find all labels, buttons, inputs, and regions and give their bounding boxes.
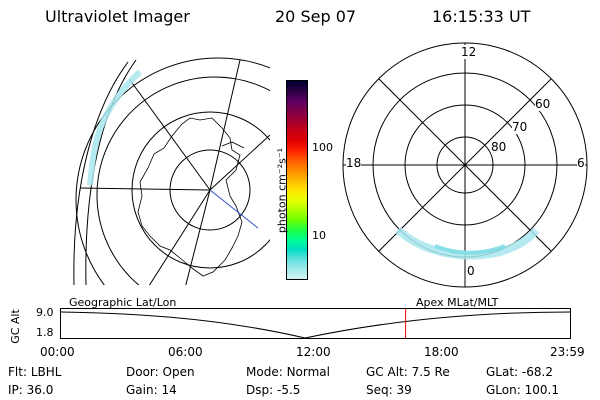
timeline-x-tick-3: 18:00: [424, 345, 459, 359]
stat-glat: GLat: -68.2: [486, 365, 553, 379]
timeline-y-tick-max: 9.0: [36, 306, 54, 319]
mlt-label-18: 18: [346, 156, 362, 170]
timeline-x-tick-4: 23:59: [550, 345, 585, 359]
stat-gain: Gain: 14: [126, 383, 177, 397]
timeline-y-tick-min: 1.8: [36, 326, 54, 339]
lat-label-70: 70: [512, 120, 528, 134]
mlt-label-0: 0: [467, 264, 475, 278]
date-label: 20 Sep 07: [275, 7, 357, 26]
stat-gc-alt: GC Alt: 7.5 Re: [366, 365, 450, 379]
magnetic-polar-plot: [342, 42, 588, 288]
lat-label-60: 60: [535, 97, 551, 111]
timeline-y-label: GC Alt: [8, 309, 22, 344]
timeline-x-tick-0: 00:00: [40, 345, 75, 359]
mlt-label-6: 6: [577, 156, 585, 170]
timeline-x-tick-2: 12:00: [296, 345, 331, 359]
stat-mode: Mode: Normal: [246, 365, 330, 379]
stat-dsp: Dsp: -5.5: [246, 383, 301, 397]
colorbar-tick-100: 100: [312, 141, 333, 154]
mlt-label-12: 12: [461, 45, 477, 59]
colorbar-label: photon cm⁻²s⁻¹: [275, 147, 289, 234]
stat-glon: GLon: 100.1: [486, 383, 559, 397]
stat-filter: Flt: LBHL: [8, 365, 62, 379]
app-title: Ultraviolet Imager: [45, 7, 190, 26]
colorbar-tick-10: 10: [312, 229, 326, 242]
altitude-timeline: [60, 308, 571, 339]
stat-seq: Seq: 39: [366, 383, 412, 397]
geographic-map: [73, 57, 270, 286]
time-label: 16:15:33 UT: [432, 7, 531, 26]
stat-door: Door: Open: [126, 365, 195, 379]
geographic-label: Geographic Lat/Lon: [69, 296, 177, 309]
timeline-x-tick-1: 06:00: [168, 345, 203, 359]
apex-label: Apex MLat/MLT: [416, 296, 499, 309]
lat-label-80: 80: [491, 140, 507, 154]
colorbar: [286, 80, 308, 280]
stat-ip: IP: 36.0: [8, 383, 54, 397]
